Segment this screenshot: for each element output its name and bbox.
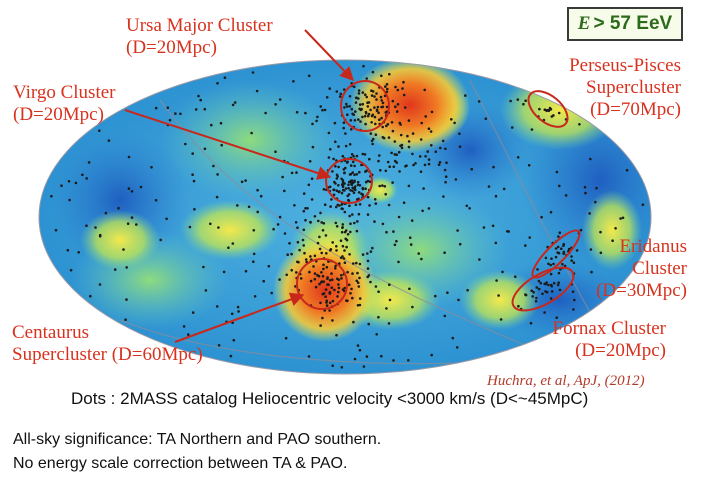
virgo-label: Virgo Cluster (D=20Mpc) [13, 82, 115, 126]
dots-caption: Dots : 2MASS catalog Heliocentric veloci… [71, 389, 589, 408]
virgo-name: Virgo Cluster [13, 82, 116, 103]
perseus-pisces-name2: Supercluster [586, 77, 681, 98]
ursa-major-label: Ursa Major Cluster (D=20Mpc) [126, 15, 273, 59]
virgo-arrow [124, 109, 332, 180]
reference-citation: Huchra, et al, ApJ, (2012) [487, 373, 645, 389]
centaurus-distance: Supercluster (D=60Mpc) [12, 344, 203, 365]
galaxy-dots [50, 64, 645, 369]
note-line-2: No energy scale correction between TA & … [13, 455, 348, 472]
eridanus-name2: Cluster [632, 258, 687, 279]
centaurus-arrow [174, 292, 305, 343]
fornax-label: Fornax Cluster (D=20Mpc) [553, 318, 666, 362]
eridanus-distance: (D=30Mpc) [596, 280, 687, 301]
energy-threshold-box: E > 57 EeV [567, 7, 683, 41]
perseus-pisces-label: Perseus-Pisces Supercluster (D=70Mpc) [569, 55, 681, 121]
eridanus-name: Eridanus [619, 236, 687, 257]
ursa-major-distance: (D=20Mpc) [126, 37, 217, 58]
perseus-pisces-name: Perseus-Pisces [569, 55, 681, 76]
note-line-1: All-sky significance: TA Northern and PA… [13, 431, 382, 448]
centaurus-label: Centaurus Supercluster (D=60Mpc) [12, 322, 203, 366]
centaurus-circle [296, 258, 348, 310]
perseus-pisces-distance: (D=70Mpc) [590, 99, 681, 120]
eridanus-label: Eridanus Cluster (D=30Mpc) [596, 236, 687, 302]
ursa-major-name: Ursa Major Cluster [126, 15, 273, 36]
energy-symbol: E [577, 13, 591, 34]
fornax-circle [511, 266, 575, 312]
fornax-name: Fornax Cluster [552, 318, 666, 339]
fornax-distance: (D=20Mpc) [575, 340, 666, 361]
ursa-major-arrow [304, 29, 354, 82]
cluster-markers [296, 80, 581, 312]
virgo-circle [325, 158, 373, 204]
centaurus-name: Centaurus [12, 322, 90, 343]
ursa-major-circle [340, 80, 390, 132]
pointer-arrows [124, 29, 354, 343]
perseus-pisces-circle [527, 90, 569, 128]
energy-value: > 57 EeV [593, 13, 673, 34]
virgo-distance: (D=20Mpc) [13, 104, 104, 125]
